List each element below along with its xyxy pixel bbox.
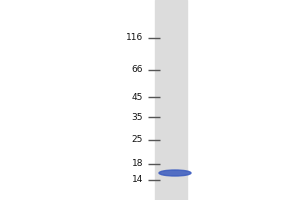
- Text: 14: 14: [132, 176, 143, 184]
- Text: 45: 45: [132, 92, 143, 102]
- Text: 35: 35: [131, 112, 143, 121]
- Text: 18: 18: [131, 160, 143, 168]
- Text: 66: 66: [131, 66, 143, 74]
- Bar: [155, 0, 187, 200]
- Ellipse shape: [159, 170, 191, 176]
- Text: 116: 116: [126, 33, 143, 43]
- Text: 25: 25: [132, 136, 143, 144]
